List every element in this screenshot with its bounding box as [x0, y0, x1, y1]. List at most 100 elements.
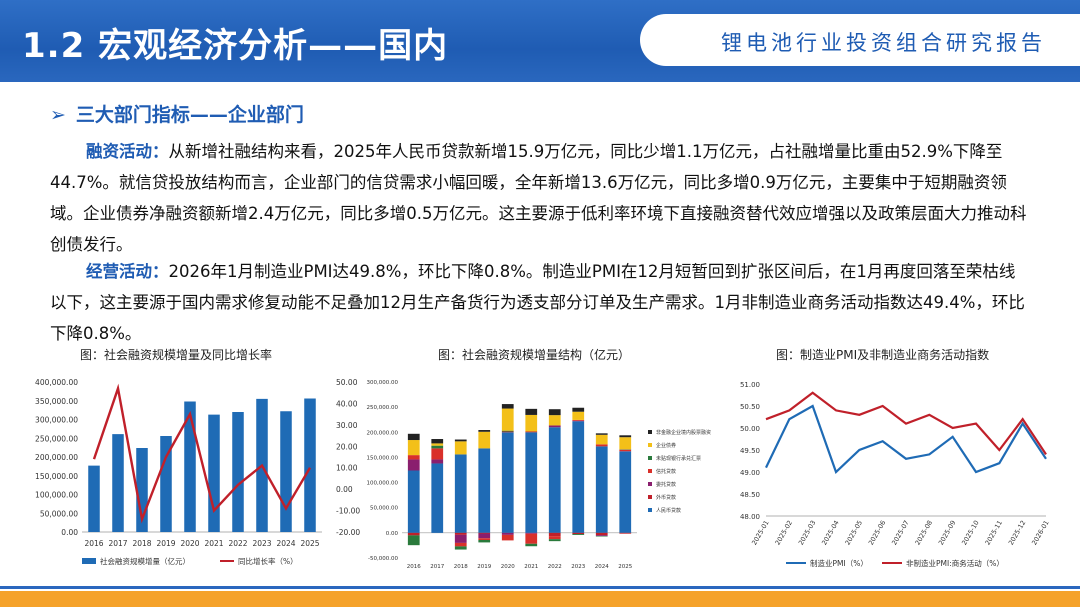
- stacked-segment: [431, 443, 444, 446]
- x-tick-label: 2020: [180, 539, 199, 548]
- stacked-segment: [501, 431, 514, 433]
- stacked-segment: [619, 437, 632, 450]
- line-non-manufacturing-pmi: [765, 391, 1047, 456]
- x-tick-label: 2017: [430, 564, 444, 570]
- stacked-segment: [478, 538, 491, 540]
- legend-swatch: [648, 495, 652, 499]
- legend-label: 委托贷款: [656, 481, 676, 488]
- operating-paragraph: 经营活动：2026年1月制造业PMI达49.8%，环比下降0.8%。制造业PMI…: [50, 256, 1030, 349]
- legend-label: 信托贷款: [656, 468, 676, 475]
- bar-social-financing: [184, 401, 196, 532]
- stacked-segment: [619, 451, 632, 533]
- x-tick-label: 2016: [84, 539, 103, 548]
- stacked-segment: [431, 439, 444, 444]
- stacked-segment: [454, 439, 467, 442]
- x-tick-label: 2016: [407, 564, 421, 570]
- stacked-segment: [454, 534, 467, 543]
- stacked-segment: [525, 543, 538, 547]
- stacked-segment: [501, 432, 514, 533]
- chart-social-financing: 0.00 50,000.00 100,000.00 150,000.00 200,000…: [35, 378, 360, 566]
- legend-label: 企业债券: [656, 442, 676, 449]
- stacked-segment: [525, 408, 538, 415]
- legend-label: 人民币贷款: [656, 507, 681, 514]
- bar-social-financing: [208, 414, 220, 532]
- y-left-tick-label: 200,000.00: [35, 453, 78, 462]
- stacked-segment: [525, 431, 538, 433]
- operating-text: 2026年1月制造业PMI达49.8%，环比下降0.8%。制造业PMI在12月短…: [50, 262, 1025, 343]
- stacked-segment: [525, 414, 538, 432]
- stacked-segment: [595, 535, 608, 536]
- stacked-segment: [407, 470, 420, 533]
- stacked-segment: [501, 534, 514, 541]
- y-right-tick-label: 30.00: [336, 421, 358, 430]
- stacked-segment: [525, 533, 538, 544]
- stacked-segment: [595, 444, 608, 447]
- stacked-segment: [454, 532, 467, 535]
- stacked-segment: [572, 419, 585, 421]
- stacked-segment: [548, 536, 561, 540]
- stacked-segment: [525, 532, 538, 534]
- y-right-tick-label: 50.00: [336, 378, 358, 387]
- y-tick-label: 250,000.00: [367, 405, 399, 411]
- x-tick-label: 2025-10: [960, 519, 981, 547]
- chart3-title: 图：制造业PMI及非制造业商务活动指数: [776, 348, 990, 362]
- stacked-segment: [407, 455, 420, 460]
- stacked-segment: [454, 454, 467, 533]
- stacked-segment: [431, 445, 444, 449]
- x-tick-label: 2019: [156, 539, 175, 548]
- x-tick-label: 2024: [276, 539, 295, 548]
- y-left-tick-label: 100,000.00: [35, 491, 78, 500]
- stacked-segment: [525, 432, 538, 533]
- legend-swatch: [648, 508, 652, 512]
- legend-swatch: [648, 469, 652, 473]
- financing-paragraph: 融资活动：从新增社融结构来看，2025年人民币贷款新增15.9万亿元，同比少增1…: [50, 136, 1030, 260]
- stacked-segment: [407, 459, 420, 471]
- x-tick-label: 2021: [524, 564, 538, 570]
- stacked-segment: [572, 407, 585, 412]
- legend-label-line: 同比增长率（%）: [238, 556, 298, 566]
- y-tick-label: 300,000.00: [367, 380, 399, 386]
- stacked-segment: [407, 535, 420, 546]
- stacked-segment: [501, 532, 514, 535]
- legend-label: 非金融企业境内股票融资: [656, 429, 711, 436]
- chart-financing-structure: -50,000.00 0.00 50,000.00 100,000.00 150,000…: [367, 380, 712, 570]
- bar-social-financing: [160, 436, 172, 532]
- x-tick-label: 2025-11: [984, 519, 1005, 547]
- report-name: 锂电池行业投资组合研究报告: [721, 31, 1046, 55]
- x-tick-label: 2022: [228, 539, 247, 548]
- y-left-tick-label: 400,000.00: [35, 378, 78, 387]
- y-right-tick-label: 0.00: [336, 485, 353, 494]
- x-tick-label: 2018: [454, 564, 468, 570]
- stacked-segment: [478, 539, 491, 543]
- legend-label-non-manufacturing: 非制造业PMI:商务活动（%）: [906, 558, 1004, 568]
- y-tick-label: 50,000.00: [370, 506, 398, 512]
- x-tick-label: 2025: [300, 539, 319, 548]
- stacked-segment: [595, 535, 608, 537]
- report-badge: 锂电池行业投资组合研究报告: [640, 14, 1080, 66]
- operating-keyword: 经营活动：: [86, 262, 169, 281]
- x-tick-label: 2018: [132, 539, 151, 548]
- x-tick-label: 2026-01: [1030, 519, 1051, 547]
- stacked-segment: [572, 420, 585, 422]
- x-tick-label: 2025: [618, 564, 632, 570]
- y-right-tick-label: 10.00: [336, 464, 358, 473]
- stacked-segment: [431, 463, 444, 533]
- stacked-segment: [407, 532, 420, 536]
- stacked-segment: [478, 448, 491, 533]
- stacked-segment: [407, 440, 420, 456]
- y-left-tick-label: 300,000.00: [35, 416, 78, 425]
- stacked-segment: [595, 433, 608, 435]
- x-tick-label: 2023: [571, 564, 585, 570]
- stacked-segment: [478, 430, 491, 432]
- legend-label-manufacturing: 制造业PMI（%）: [810, 558, 868, 568]
- x-tick-label: 2024: [595, 564, 609, 570]
- y-tick-label: 200,000.00: [367, 430, 399, 436]
- y-tick-label: 50.00: [740, 425, 760, 433]
- y-tick-label: 100,000.00: [367, 481, 399, 487]
- y-tick-label: -50,000.00: [368, 556, 398, 562]
- slide-header: 1.2 宏观经济分析——国内 锂电池行业投资组合研究报告: [0, 0, 1080, 82]
- bar-social-financing: [304, 398, 316, 532]
- y-tick-label: 150,000.00: [367, 455, 399, 461]
- chart-pmi: 48.00 48.50 49.00 49.50 50.00 50.50 51.00 2025-…: [740, 381, 1051, 568]
- x-tick-label: 2025-06: [867, 519, 888, 547]
